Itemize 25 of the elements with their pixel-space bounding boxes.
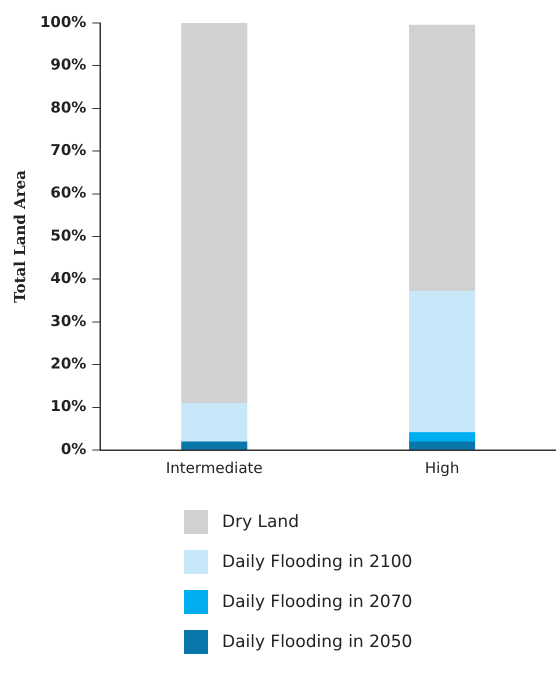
bar [409,291,476,432]
y-tick-label: 70% [50,140,86,159]
y-tick-label: 90% [50,56,86,74]
bar [181,441,248,450]
bar [181,23,248,404]
y-tick-label: 10% [50,397,86,416]
y-tick-label: 20% [50,354,86,372]
bar [181,403,248,442]
y-tick-label: 80% [50,98,86,116]
y-tick-label: 50% [50,226,86,244]
y-tick-label: 60% [50,184,86,202]
bar [409,24,476,292]
legend-label: Daily Flooding in 2070 [222,592,412,612]
legend-label: Daily Flooding in 2050 [222,632,412,652]
bar [409,441,476,450]
y-tick-label: 0% [60,440,86,458]
x-tick-label: Intermediate [166,458,263,477]
x-tick-label: High [424,458,460,477]
legend-label: Dry Land [222,512,299,532]
bar [409,432,476,442]
legend-label: Daily Flooding in 2100 [222,552,412,572]
y-tick-label: 30% [50,312,86,330]
y-axis-title: Total Land Area [10,170,29,303]
y-tick-label: 100% [40,12,86,31]
y-tick-label: 40% [50,269,86,288]
